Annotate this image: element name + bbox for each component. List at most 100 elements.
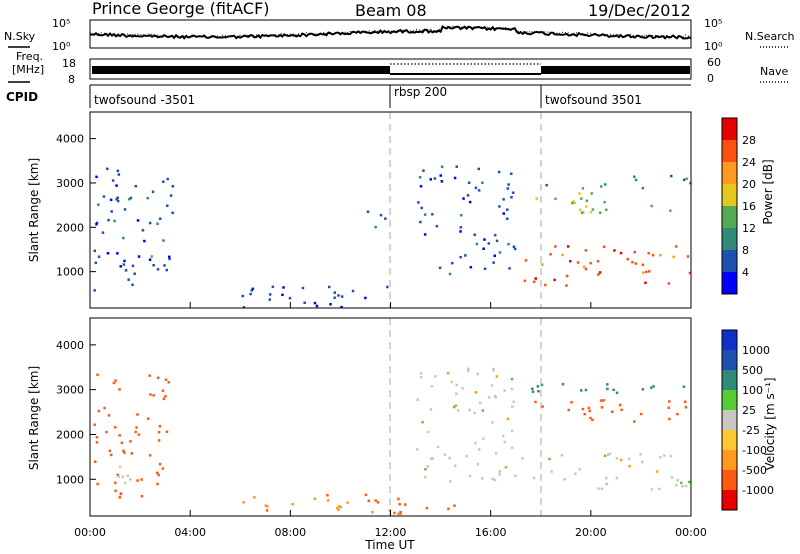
colorbar-frame: [721, 117, 738, 295]
range-cell: [459, 255, 462, 259]
range-cell: [676, 479, 679, 482]
range-cell: [134, 430, 137, 434]
range-cell: [481, 409, 484, 412]
range-cell: [540, 383, 544, 387]
range-cell: [639, 453, 642, 456]
range-cell: [103, 406, 106, 410]
range-cell: [148, 258, 152, 261]
range-cell: [670, 174, 673, 178]
range-cell: [570, 401, 573, 404]
range-cell: [118, 434, 121, 437]
range-cell: [647, 252, 650, 255]
colorbar-tick-label: 25: [742, 404, 756, 417]
range-cell: [578, 192, 581, 195]
range-cell: [510, 387, 514, 391]
range-cell: [397, 512, 400, 515]
range-cell: [491, 421, 494, 424]
range-cell: [93, 289, 96, 292]
colorbar-frame: [721, 329, 738, 511]
range-cell: [487, 396, 491, 399]
range-cell: [492, 261, 495, 264]
range-cell: [565, 274, 569, 278]
range-cell: [561, 382, 565, 386]
range-cell: [416, 448, 419, 451]
range-cell: [128, 197, 131, 201]
range-cell: [554, 197, 557, 201]
range-cell: [423, 213, 427, 216]
range-cell: [688, 271, 692, 275]
range-cell: [650, 488, 653, 491]
range-cell: [301, 286, 305, 290]
range-cell: [667, 406, 670, 409]
range-cell: [114, 489, 117, 492]
range-cell: [615, 457, 619, 460]
colorbar-swatch: [722, 162, 737, 184]
range-cell: [626, 257, 629, 261]
range-cell: [634, 262, 638, 265]
range-cell: [108, 449, 112, 453]
range-cell: [384, 217, 387, 220]
range-cell: [597, 487, 600, 490]
range-cell: [115, 198, 118, 201]
range-cell: [510, 196, 513, 199]
range-cell: [124, 269, 128, 272]
range-cell: [123, 451, 126, 454]
range-cell: [148, 221, 152, 225]
noise-sky-label: N.Sky: [4, 30, 36, 43]
range-cell: [474, 391, 477, 394]
range-cell: [114, 426, 117, 429]
colorbar-tick-label: 500: [742, 364, 763, 377]
range-cell: [123, 208, 127, 211]
range-cell: [333, 296, 336, 299]
range-cell: [477, 167, 480, 171]
range-cell: [420, 376, 423, 379]
range-cell: [114, 481, 117, 485]
range-cell: [448, 272, 452, 276]
range-cell: [650, 204, 653, 208]
range-cell: [374, 225, 377, 229]
velocity-y-axis-label: Slant Range [km]: [27, 366, 41, 470]
range-cell: [510, 378, 514, 381]
range-cell: [161, 389, 165, 392]
colorbar-tick-label: 4: [742, 266, 749, 279]
range-cell: [587, 406, 591, 410]
y-tick-label: 4000: [56, 339, 84, 352]
colorbar-swatch: [722, 450, 737, 470]
range-cell: [599, 211, 602, 214]
station-title: Prince George (fitACF): [92, 0, 270, 18]
range-cell: [455, 392, 458, 395]
range-cell: [107, 414, 111, 417]
colorbar-swatch: [722, 206, 737, 228]
range-cell: [580, 389, 583, 392]
colorbar-swatch: [722, 140, 737, 162]
range-cell: [162, 239, 165, 242]
colorbar-tick-label: 1000: [742, 344, 770, 357]
range-cell: [121, 475, 124, 479]
range-cell: [266, 505, 269, 508]
range-cell: [242, 501, 245, 504]
range-cell: [536, 385, 540, 388]
range-cell: [494, 452, 498, 455]
range-cell: [572, 200, 575, 203]
range-cell: [682, 385, 686, 388]
range-cell: [561, 253, 564, 257]
range-cell: [689, 181, 692, 185]
range-cell: [119, 265, 122, 268]
colorbar-tick-label: -1000: [742, 484, 774, 497]
range-cell: [596, 260, 600, 263]
range-cell: [328, 285, 331, 289]
range-cell: [271, 285, 275, 289]
range-cell: [339, 505, 343, 509]
range-cell: [281, 293, 284, 297]
range-cell: [474, 441, 477, 445]
range-cell: [136, 413, 139, 416]
range-cell: [474, 186, 478, 190]
range-cell: [675, 245, 678, 248]
range-cell: [478, 448, 481, 451]
range-cell: [676, 412, 679, 416]
range-cell: [451, 261, 454, 265]
velocity-colorbar: 1000 500 100 25 -25 -100 -500 -1000: [721, 329, 774, 511]
range-cell: [419, 372, 423, 375]
y-tick-label: 1000: [56, 266, 84, 279]
